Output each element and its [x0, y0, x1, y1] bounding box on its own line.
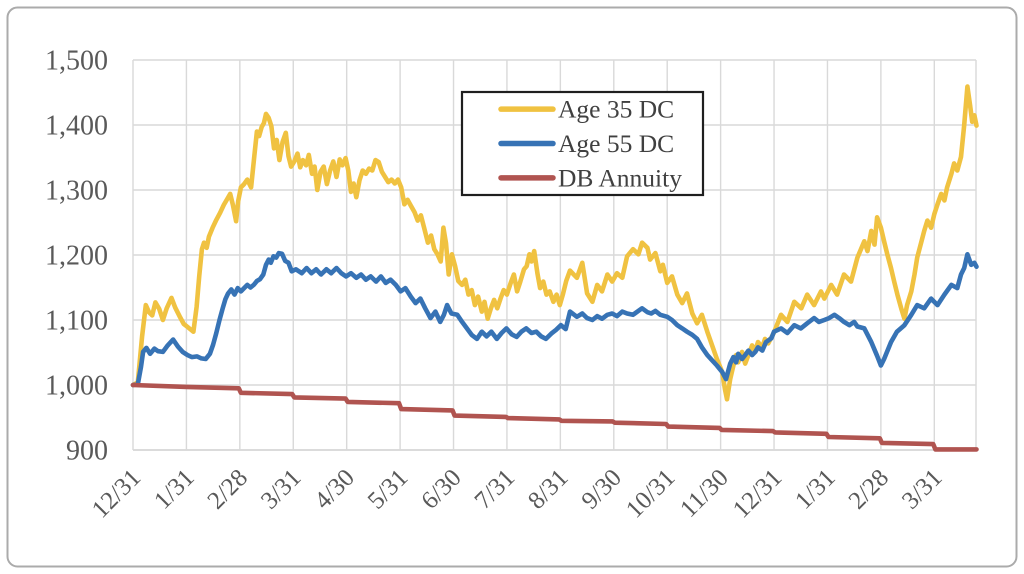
legend-label-db-annuity: DB Annuity [558, 163, 682, 192]
figure-border [6, 6, 1018, 568]
legend-label-age-35-dc: Age 35 DC [558, 95, 674, 124]
y-tick-label: 1,500 [45, 46, 108, 77]
legend: Age 35 DC Age 55 DC DB Annuity [460, 90, 705, 197]
legend-label-age-55-dc: Age 55 DC [558, 129, 674, 158]
gridlines [132, 59, 977, 451]
legend-entry-age-55-dc: Age 55 DC [498, 129, 674, 158]
y-tick-label: 1,200 [45, 241, 108, 272]
series-line-db-annuity [130, 382, 979, 452]
y-tick-label: 900 [66, 436, 108, 467]
series-line-age-35-dc [130, 84, 979, 402]
legend-entry-db-annuity: DB Annuity [498, 163, 682, 192]
series-line-age-55-dc [130, 250, 979, 388]
y-tick-label: 1,300 [45, 176, 108, 207]
y-tick-label: 1,400 [45, 111, 108, 142]
legend-entry-age-35-dc: Age 35 DC [498, 95, 674, 124]
y-axis-labels: 900 1,000 1,100 1,200 1,300 1,400 1,500 [45, 46, 108, 467]
y-tick-label: 1,000 [45, 371, 108, 402]
y-tick-label: 1,100 [45, 306, 108, 337]
